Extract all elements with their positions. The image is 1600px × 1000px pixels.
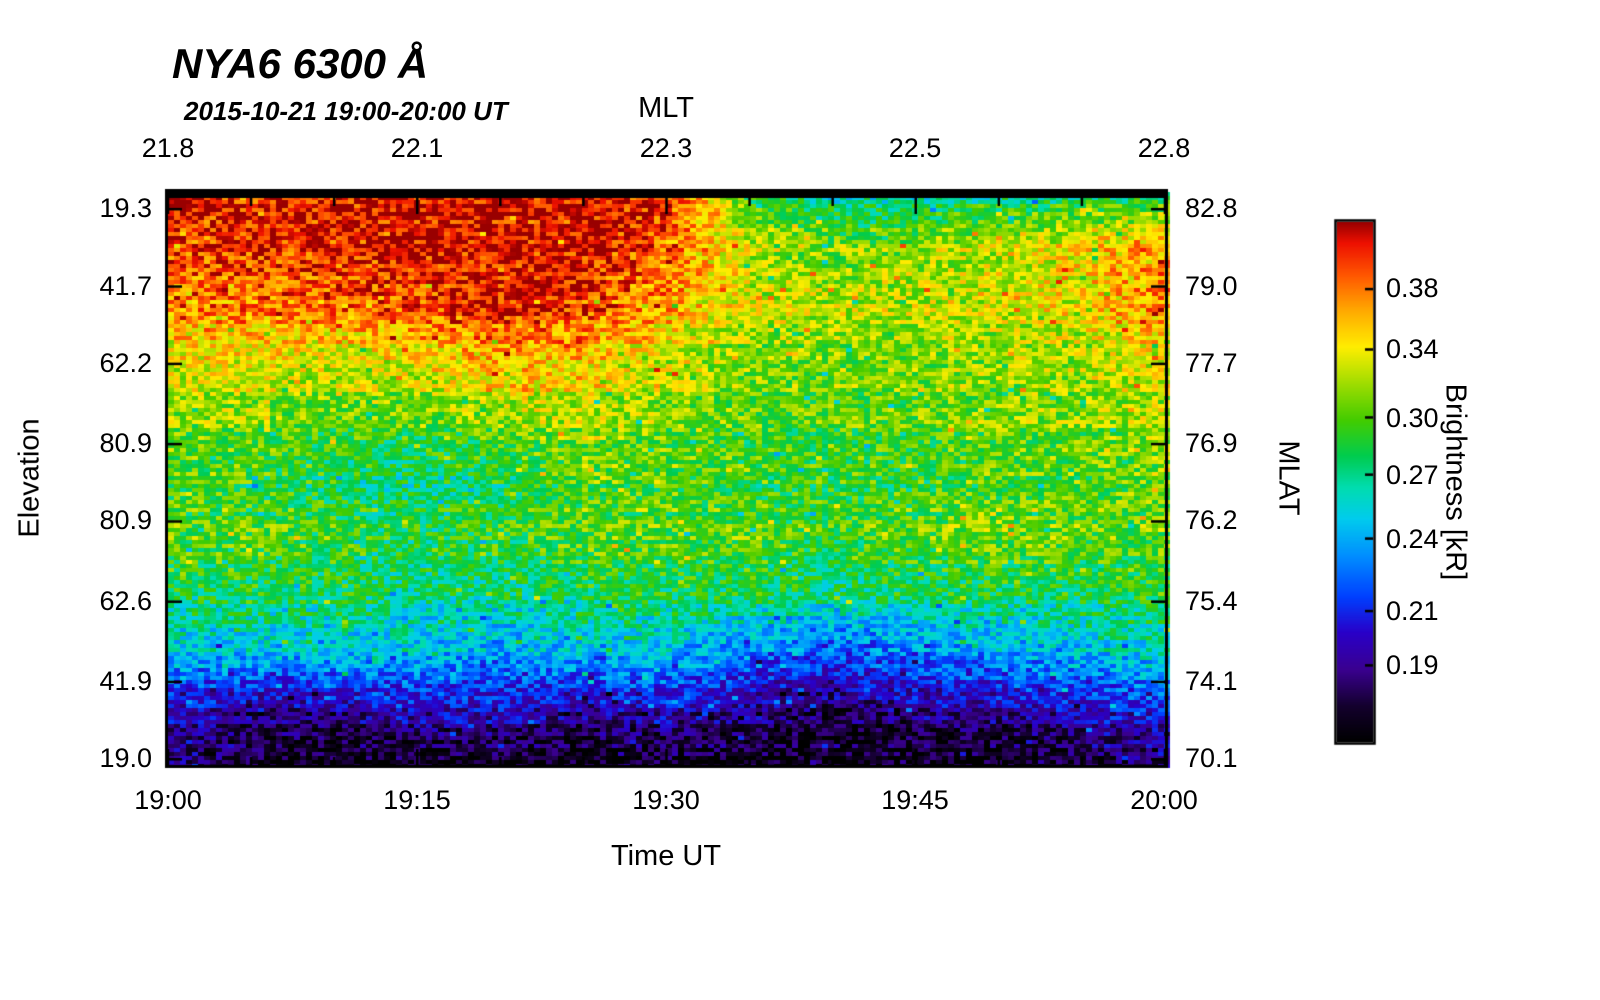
colorbar-tick-label: 0.27 [1386, 460, 1439, 490]
colorbar-tick-label: 0.19 [1386, 650, 1439, 680]
colorbar-tick-label: 0.30 [1386, 403, 1439, 433]
right-tick-label: 77.7 [1185, 348, 1238, 378]
top-tick-label: 22.5 [888, 133, 942, 163]
colorbar-tick-label: 0.21 [1386, 596, 1439, 626]
top-axis-title: MLT [638, 92, 694, 124]
left-tick-label: 19.0 [99, 743, 152, 773]
left-tick-label: 19.3 [99, 193, 152, 223]
top-tick-label: 22.8 [1137, 133, 1191, 163]
top-tick-label: 22.3 [639, 133, 693, 163]
right-tick-label: 76.9 [1185, 428, 1238, 458]
bottom-tick-label: 19:15 [383, 785, 451, 815]
bottom-tick-label: 19:45 [881, 785, 949, 815]
chart-title: NYA6 6300 Å [172, 40, 429, 87]
colorbar-tick-label: 0.38 [1386, 273, 1439, 303]
left-tick-label: 80.9 [99, 505, 152, 535]
right-tick-label: 76.2 [1185, 505, 1238, 535]
chart-subtitle: 2015-10-21 19:00-20:00 UT [184, 96, 508, 126]
right-tick-label: 74.1 [1185, 666, 1238, 696]
bottom-tick-label: 19:00 [134, 785, 202, 815]
left-tick-label: 41.9 [99, 666, 152, 696]
colorbar-tick-label: 0.34 [1386, 334, 1439, 364]
bottom-tick-label: 20:00 [1130, 785, 1198, 815]
colorbar-tick-label: 0.24 [1386, 524, 1439, 554]
right-tick-label: 79.0 [1185, 271, 1238, 301]
right-tick-label: 70.1 [1185, 743, 1238, 773]
right-axis-title: MLAT [1272, 440, 1305, 516]
top-tick-label: 22.1 [390, 133, 444, 163]
right-tick-label: 75.4 [1185, 586, 1238, 616]
left-tick-label: 62.6 [99, 586, 152, 616]
left-tick-label: 80.9 [99, 428, 152, 458]
right-tick-label: 82.8 [1185, 193, 1238, 223]
top-tick-label: 21.8 [141, 133, 195, 163]
bottom-tick-label: 19:30 [632, 785, 700, 815]
left-tick-label: 41.7 [99, 271, 152, 301]
bottom-axis-title: Time UT [610, 840, 722, 872]
left-tick-label: 62.2 [99, 348, 152, 378]
colorbar-title: Brightness [kR] [1439, 383, 1472, 581]
